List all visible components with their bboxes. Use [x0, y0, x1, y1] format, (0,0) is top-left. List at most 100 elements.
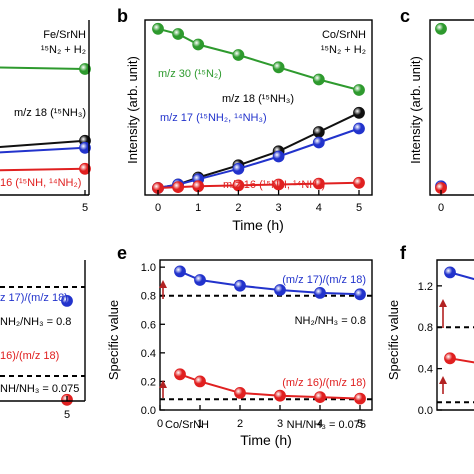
panel-e-x-tick-label: 2	[237, 418, 243, 430]
panel-b-point-red	[172, 181, 185, 194]
panel-e-y-tick-label: 0.6	[141, 319, 156, 331]
panel-e-y-label: Specific value	[106, 300, 121, 380]
panel-b-x-tick-label: 3	[276, 202, 282, 214]
panel-b-point-red	[353, 176, 365, 189]
panel-a-point-green	[79, 63, 91, 75]
panel-e-x-tick-label: 1	[197, 418, 203, 430]
panel-e-point-blue	[234, 279, 246, 292]
panel-label-b: b	[117, 6, 128, 26]
panel-a-line-blue	[0, 146, 86, 154]
panel-e-x-tick-label: 5	[357, 418, 363, 430]
panel-b-point-black	[312, 126, 325, 138]
panel-d-ratio17-label: z 17)/(m/z 18)	[0, 292, 68, 304]
panel-b-x-tick-label: 1	[195, 202, 201, 214]
panel-b-point-green	[192, 38, 205, 51]
panel-a-line-red	[0, 167, 86, 172]
panel-d-x-tick-label: 5	[64, 409, 70, 421]
panel-e-y-tick-label: 1.0	[141, 262, 156, 274]
panel-a-line-green	[0, 66, 86, 70]
panel-e-x-tick-label: 0	[157, 418, 163, 430]
panel-b-point-green	[152, 22, 164, 35]
panel-f-y-tick-label: 0.0	[418, 405, 433, 417]
panel-e-point-blue	[274, 284, 286, 296]
panel-label-e: e	[117, 243, 127, 263]
panel-f-y-label: Specific value	[386, 300, 401, 380]
panel-e-point-red	[194, 375, 206, 388]
panel-b-legend-m16: m/z 16 (¹⁵NH, ¹⁴NH₂)	[223, 179, 325, 191]
panel-b-point-blue	[353, 122, 365, 135]
panel-b-series	[152, 22, 365, 194]
panel-label-c: c	[400, 6, 410, 26]
panel-e-point-blue	[354, 288, 366, 301]
panel-a-x-ticks: 45	[82, 190, 88, 214]
panel-b-point-blue	[232, 162, 245, 175]
panel-c-x-tick-label: 0	[438, 202, 444, 214]
panel-a-ammonia-label: m/z 18 (¹⁵NH₃)	[14, 107, 86, 119]
panel-f-series	[444, 266, 474, 365]
panel-a-sample-label: Fe/SrNH	[43, 29, 86, 41]
panel-e-point-blue	[314, 286, 326, 299]
panel-e-x-tick-label: 3	[277, 418, 283, 430]
panel-e-y-tick-label: 0.2	[141, 376, 156, 388]
panel-b-point-red	[312, 177, 325, 190]
panel-f-y-tick-label: 1.2	[418, 281, 433, 293]
panel-e-point-red	[314, 391, 326, 404]
panel-d-series	[61, 294, 73, 406]
panel-e-point-red	[274, 389, 286, 402]
panel-f-ref-lines	[437, 326, 474, 404]
panel-f-y-ticks: 0.0 0.4 0.8 1.2	[418, 281, 442, 417]
panel-d-nh-label: NH/NH₃ = 0.075	[0, 383, 79, 395]
panel-e-point-red	[174, 368, 186, 381]
panel-f-point-red	[444, 352, 456, 365]
panel-c-y-label: Intensity (arb. unit)	[408, 56, 423, 164]
panel-b-point-green	[353, 84, 365, 96]
panel-f-y-tick-label: 0.4	[418, 364, 433, 376]
panel-b-legend-m30: m/z 30 (¹⁵N₂)	[158, 68, 222, 80]
panel-b-legend-m18: m/z 18 (¹⁵NH₃)	[222, 93, 294, 105]
panel-e-point-blue	[174, 265, 186, 278]
panel-a-point-red	[79, 162, 91, 175]
panel-d-x-ticks: 45	[64, 396, 70, 421]
panel-b: Intensity (arb. unit) 0 1 2 3 4 5 Time (h) Co…	[125, 19, 373, 233]
panel-d-nh2-label: NH₂/NH₃ = 0.8	[0, 316, 71, 328]
panel-b-x-tick-label: 4	[316, 202, 322, 214]
panel-a-gas-label: ¹⁵N₂ + H₂	[41, 44, 86, 56]
panel-a-point-blue	[79, 141, 91, 154]
panel-a-x-tick-label: 5	[82, 202, 88, 214]
panel-b-x-tick-label: 0	[155, 202, 161, 214]
panel-b-line-black	[157, 111, 360, 189]
panel-b-point-blue	[312, 136, 325, 149]
panel-e-plot-frame	[159, 259, 373, 411]
panel-f-point-blue	[444, 266, 456, 279]
panel-b-point-green	[232, 49, 245, 61]
panel-d-point-blue	[61, 294, 73, 307]
panel-e-sample-label: Co/SrNH	[165, 419, 209, 431]
panel-b-point-black	[353, 106, 365, 119]
panel-b-point-green	[172, 28, 185, 40]
panel-e-point-red	[354, 392, 366, 405]
panel-e-ratio17-label: (m/z 17)/(m/z 18)	[282, 274, 366, 286]
panel-f-y-tick-label: 0.8	[418, 322, 433, 334]
panel-c-point-green	[435, 22, 447, 35]
panel-d: 45 z 17)/(m/z 18) NH₂/NH₃ = 0.8 16)/(m/z…	[0, 260, 86, 421]
panel-f-axes	[436, 259, 474, 411]
panel-b-gas-label: ¹⁵N₂ + H₂	[321, 44, 366, 56]
panel-a-line-black	[0, 139, 86, 148]
panel-b-x-tick-label: 5	[356, 202, 362, 214]
panel-e-point-blue	[194, 274, 206, 286]
panel-c-axes	[429, 19, 474, 196]
panel-b-legend-m17: m/z 17 (¹⁵NH₂, ¹⁴NH₃)	[160, 112, 267, 124]
panel-e-x-ticks: 0 1 2 3 4 5	[157, 405, 363, 430]
panel-e-point-red	[234, 386, 246, 399]
panel-b-x-label: Time (h)	[232, 217, 284, 233]
panel-a-series	[0, 63, 91, 175]
panel-b-sample-label: Co/SrNH	[322, 29, 366, 41]
panel-a: 45 Fe/SrNH ¹⁵N₂ + H₂ m/z 18 (¹⁵NH₃) 16 (…	[0, 20, 91, 214]
panel-b-plot-frame	[144, 19, 373, 196]
panel-b-x-tick-label: 2	[235, 202, 241, 214]
panel-b-point-green	[272, 61, 285, 74]
panel-c: Intensity (arb. unit) 0	[408, 19, 474, 214]
panel-e-y-tick-label: 0.4	[141, 348, 156, 360]
panel-c-x-ticks: 0	[438, 190, 444, 214]
